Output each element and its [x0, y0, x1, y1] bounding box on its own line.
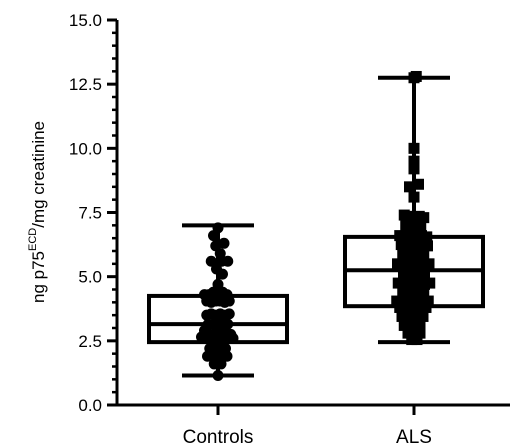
data-point	[420, 301, 432, 313]
data-point	[421, 231, 433, 243]
data-point	[408, 191, 420, 203]
axes: 0.0 2.5 5.0 7.5 10.0 12.5 15.0 Controls ALS	[69, 11, 510, 448]
data-point	[414, 327, 426, 339]
data-point	[408, 155, 420, 167]
y-tick-label: 5.0	[78, 268, 102, 287]
data-point	[408, 326, 420, 338]
data-point	[422, 295, 434, 307]
data-point	[222, 318, 234, 330]
data-point	[212, 369, 224, 381]
y-axis-title: ng p75ECD/mg creatinine	[27, 121, 48, 303]
data-point	[418, 286, 430, 298]
data-point	[402, 327, 414, 339]
data-point	[408, 142, 420, 154]
y-tick-label: 15.0	[69, 11, 102, 30]
data-point	[217, 268, 228, 280]
data-point	[414, 319, 426, 331]
y-tick-label: 7.5	[78, 204, 102, 223]
data-point	[417, 310, 429, 322]
y-tick-label: 10.0	[69, 139, 102, 158]
x-tick-label: Controls	[183, 427, 254, 448]
y-tick-label: 2.5	[78, 332, 102, 351]
points-controls	[196, 222, 239, 381]
data-point	[404, 181, 415, 193]
y-tick-label: 0.0	[78, 396, 102, 415]
data-point	[218, 237, 230, 249]
data-point	[222, 255, 234, 267]
data-point	[408, 163, 420, 175]
data-point	[404, 230, 416, 242]
data-point	[411, 334, 423, 346]
data-point	[418, 212, 430, 224]
data-point	[400, 219, 412, 231]
data-point	[424, 277, 436, 289]
data-points	[196, 70, 436, 381]
data-point	[223, 295, 235, 307]
x-tick-label: ALS	[396, 427, 432, 448]
data-point	[205, 255, 217, 267]
data-point	[422, 240, 433, 252]
data-point	[227, 332, 239, 344]
data-point	[215, 358, 227, 370]
points-als	[391, 70, 436, 346]
data-point	[415, 222, 427, 234]
data-point	[419, 269, 430, 281]
data-point	[208, 230, 219, 242]
data-point	[413, 178, 424, 190]
y-tick-label: 12.5	[69, 75, 102, 94]
data-point	[423, 258, 435, 270]
data-point	[410, 70, 422, 82]
data-point	[223, 308, 235, 320]
data-point	[221, 350, 233, 362]
data-point	[418, 249, 430, 261]
